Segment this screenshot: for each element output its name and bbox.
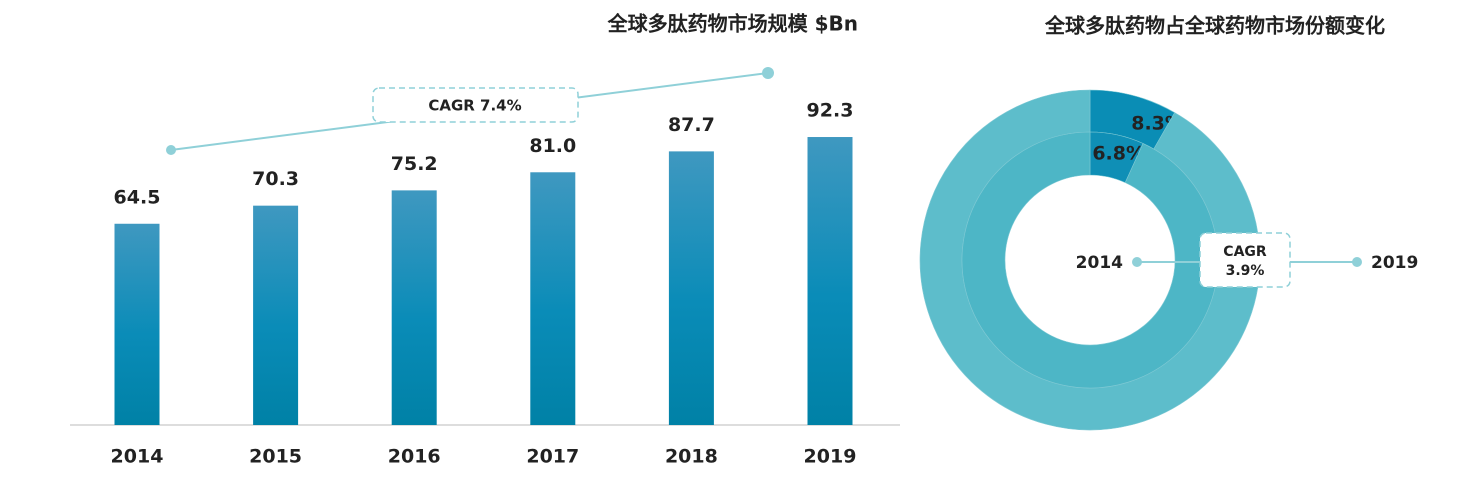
value-label: 81.0 — [529, 135, 576, 157]
cagr-box — [372, 87, 579, 123]
cagr-box — [1199, 232, 1291, 288]
cagr-label: CAGR 7.4% — [428, 97, 521, 115]
value-label: 87.7 — [668, 114, 715, 136]
bar — [807, 137, 853, 426]
cagr-label: CAGR — [1223, 244, 1267, 260]
cagr-dot — [762, 67, 774, 79]
x-tick-label: 2018 — [665, 446, 718, 468]
donut-title: 全球多肽药物占全球药物市场份额变化 — [1044, 14, 1385, 38]
x-tick-label: 2016 — [388, 446, 441, 468]
bar — [668, 151, 714, 425]
cagr-label: 3.9% — [1226, 263, 1265, 279]
connector-dot — [1132, 257, 1142, 267]
value-label: 92.3 — [807, 100, 854, 122]
value-label: 64.5 — [114, 186, 161, 208]
x-tick-label: 2015 — [249, 446, 302, 468]
donut-segment — [961, 131, 1219, 389]
x-tick-label: 2017 — [526, 446, 579, 468]
bar — [253, 205, 299, 425]
x-tick-label: 2014 — [111, 446, 164, 468]
value-label: 70.3 — [252, 168, 299, 190]
bar-title: 全球多肽药物市场规模 $Bn — [607, 12, 858, 36]
connector-dot — [1352, 257, 1362, 267]
bar — [114, 223, 160, 425]
cagr-dot — [166, 145, 176, 155]
legend-label: 2014 — [1076, 253, 1123, 273]
bar — [391, 190, 437, 425]
legend-label: 2019 — [1371, 253, 1418, 273]
bar — [530, 172, 576, 425]
value-label: 75.2 — [391, 153, 438, 175]
value-label: 6.8% — [1092, 142, 1145, 164]
x-tick-label: 2019 — [804, 446, 857, 468]
